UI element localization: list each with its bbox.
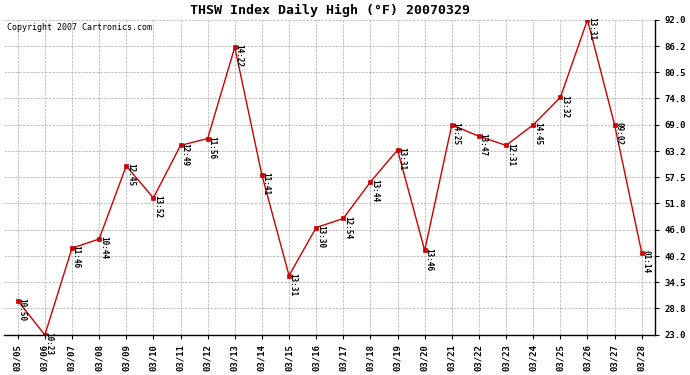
Text: 12:31: 12:31 bbox=[506, 142, 515, 166]
Text: 13:44: 13:44 bbox=[370, 179, 379, 202]
Text: Copyright 2007 Cartronics.com: Copyright 2007 Cartronics.com bbox=[8, 23, 152, 32]
Text: 14:45: 14:45 bbox=[533, 122, 542, 145]
Text: 12:49: 12:49 bbox=[180, 142, 189, 166]
Text: 14:22: 14:22 bbox=[235, 44, 244, 68]
Text: 13:32: 13:32 bbox=[560, 94, 569, 118]
Text: 12:54: 12:54 bbox=[343, 216, 352, 239]
Text: 13:52: 13:52 bbox=[153, 195, 162, 218]
Text: 09:02: 09:02 bbox=[614, 122, 623, 145]
Text: 13:47: 13:47 bbox=[479, 134, 488, 157]
Title: THSW Index Daily High (°F) 20070329: THSW Index Daily High (°F) 20070329 bbox=[190, 4, 470, 17]
Text: 11:41: 11:41 bbox=[262, 172, 270, 195]
Text: 11:46: 11:46 bbox=[72, 245, 81, 268]
Text: 14:25: 14:25 bbox=[451, 122, 460, 145]
Text: 10:23: 10:23 bbox=[45, 332, 54, 355]
Text: 13:30: 13:30 bbox=[316, 225, 325, 248]
Text: 12:45: 12:45 bbox=[126, 163, 135, 186]
Text: 13:31: 13:31 bbox=[397, 147, 406, 170]
Text: 10:44: 10:44 bbox=[99, 236, 108, 260]
Text: 13:31: 13:31 bbox=[587, 17, 596, 40]
Text: 13:31: 13:31 bbox=[288, 273, 297, 296]
Text: 11:56: 11:56 bbox=[207, 136, 216, 159]
Text: 01:14: 01:14 bbox=[642, 250, 651, 273]
Text: 10:50: 10:50 bbox=[17, 298, 26, 321]
Text: 13:46: 13:46 bbox=[424, 248, 433, 271]
